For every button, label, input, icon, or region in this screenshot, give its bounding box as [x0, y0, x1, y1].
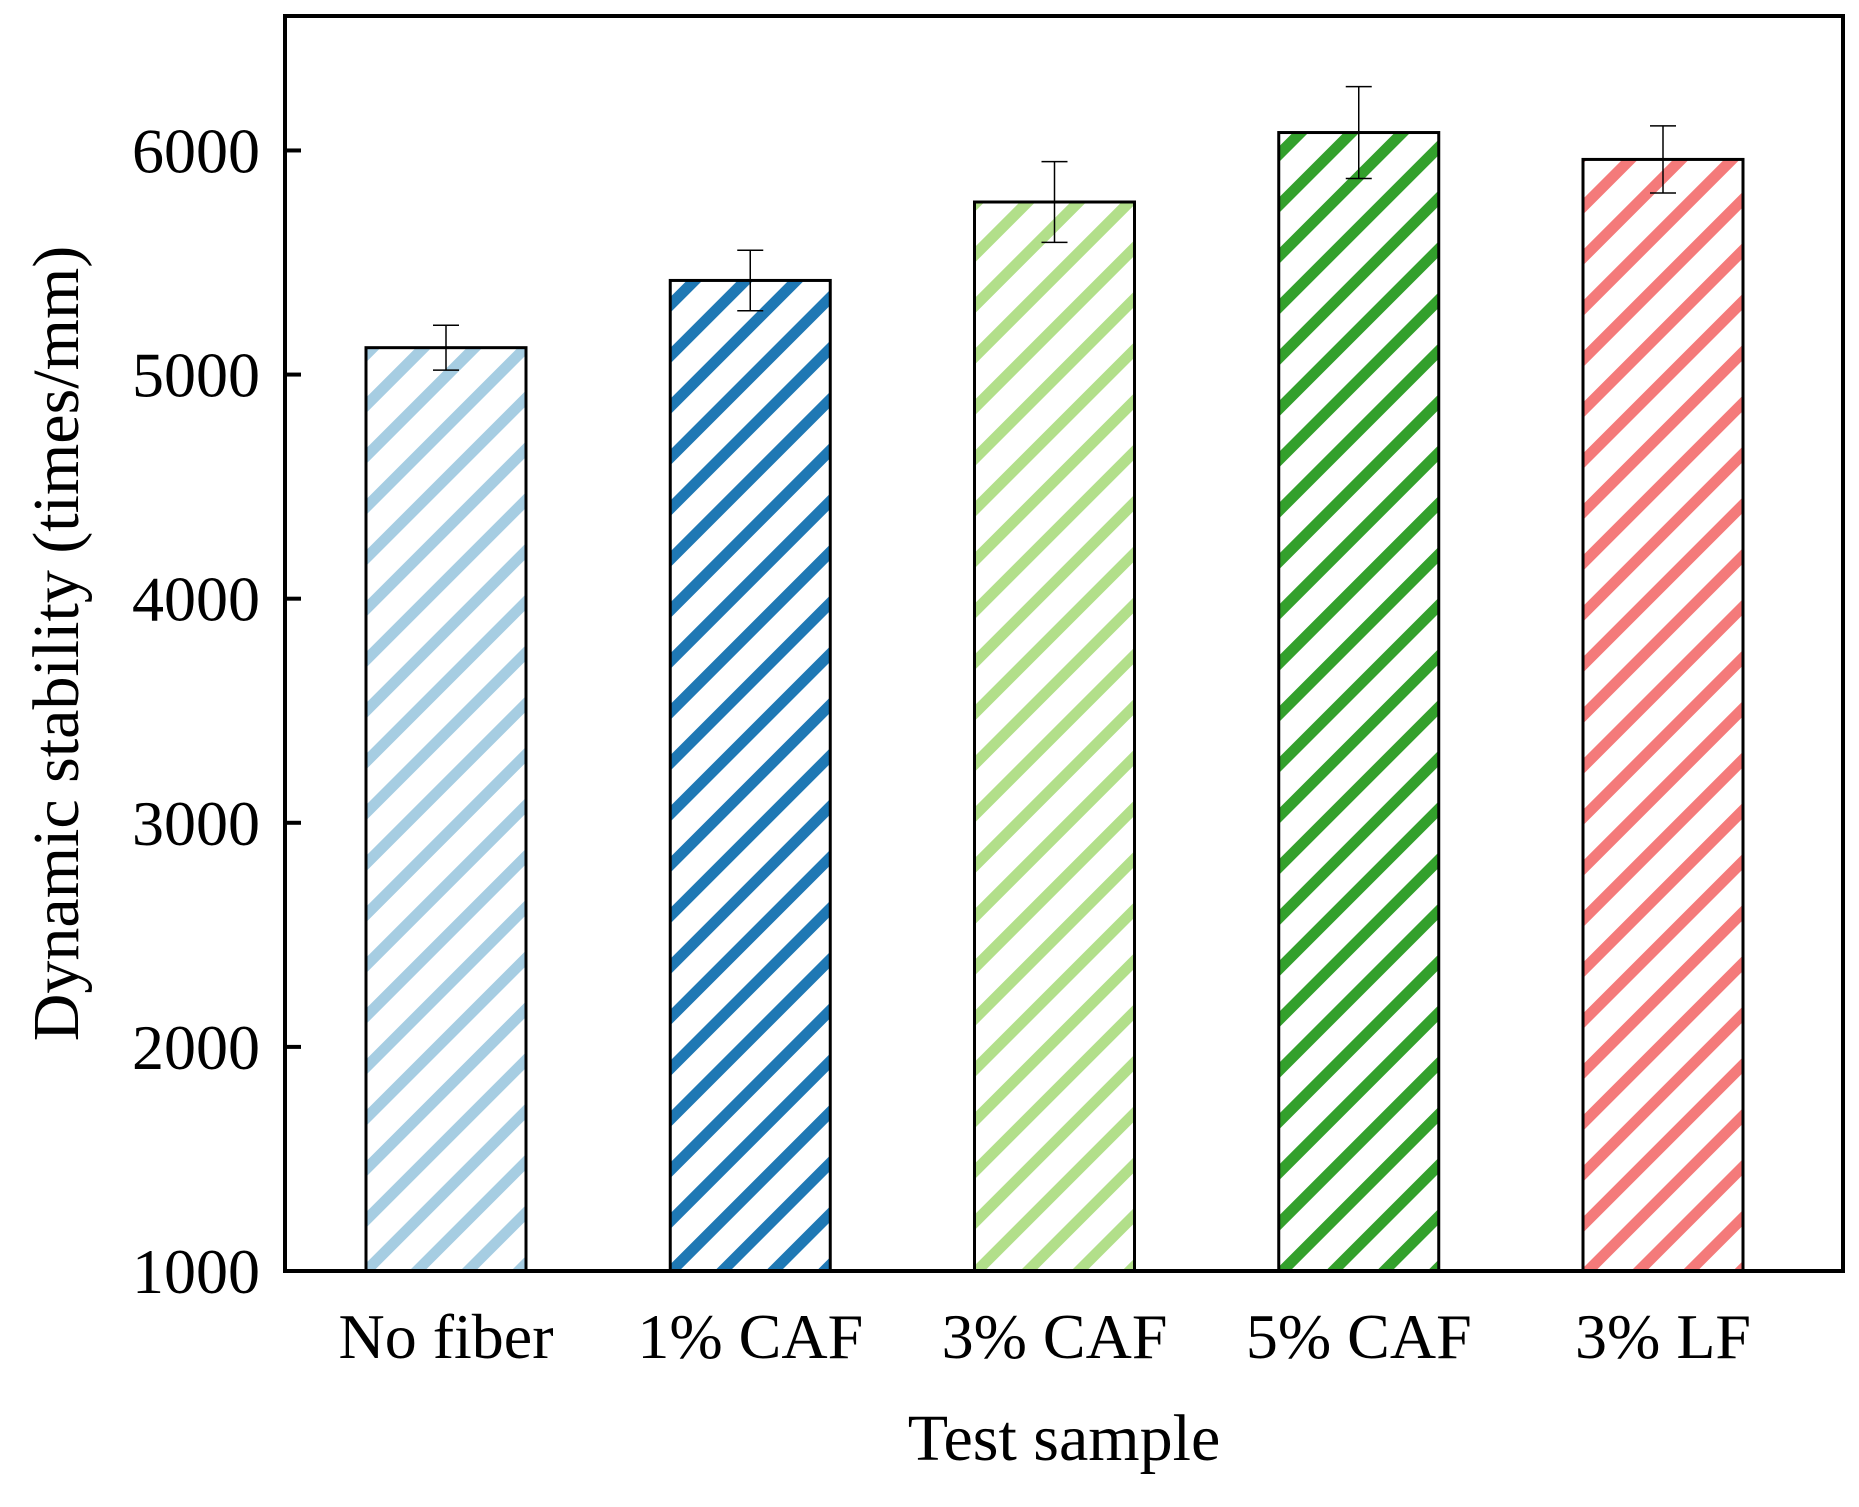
error-bar-0: [433, 324, 459, 371]
y-tick-label: 1000: [132, 1236, 260, 1307]
error-bar-1: [737, 249, 764, 312]
y-tick-label: 4000: [132, 564, 260, 635]
error-bar-3: [1345, 85, 1372, 180]
bars-layer: [364, 131, 1745, 1273]
bar-3-caf: [973, 200, 1136, 1273]
x-tick-label: No fiber: [338, 1301, 553, 1372]
x-tick-label: 1% CAF: [637, 1301, 863, 1372]
error-bars-layer: [433, 85, 1676, 371]
bar-5-caf: [1277, 131, 1441, 1273]
x-tick-label: 3% LF: [1575, 1301, 1751, 1372]
x-tick-label: 5% CAF: [1246, 1301, 1472, 1372]
y-tick-label: 5000: [132, 340, 260, 411]
labels-layer: No fiber 1% CAF 3% CAF 5% CAF 3% LF: [338, 1301, 1751, 1372]
bar-1-caf: [668, 278, 832, 1273]
bar-no-fiber: [364, 346, 528, 1273]
error-bar-2: [1041, 160, 1068, 244]
error-bar-4: [1650, 125, 1676, 194]
y-tick-label: 6000: [132, 115, 260, 186]
ticks-layer: 1000 2000 3000 4000 5000 6000: [132, 115, 301, 1307]
axes-layer: [283, 14, 1845, 1273]
bar-3-lf: [1581, 157, 1745, 1273]
y-axis-title: Dynamic stability (times/mm): [20, 246, 93, 1042]
y-tick-label: 2000: [132, 1012, 260, 1083]
x-axis-title: Test sample: [908, 1402, 1220, 1475]
plot-frame: [283, 14, 1845, 1273]
y-tick-label: 3000: [132, 788, 260, 859]
x-tick-label: 3% CAF: [942, 1301, 1168, 1372]
